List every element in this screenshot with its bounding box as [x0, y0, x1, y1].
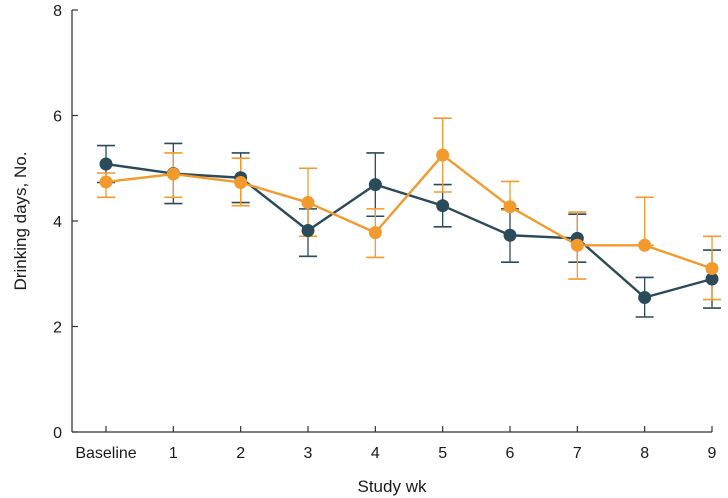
data-point — [570, 238, 584, 252]
y-ticks: 0 2 4 6 8 — [53, 3, 78, 442]
x-axis-title: Study wk — [358, 477, 427, 496]
x-tick-label: 6 — [506, 445, 515, 462]
series-line — [105, 153, 713, 270]
axes — [71, 10, 712, 433]
data-point — [436, 199, 450, 213]
data-point — [368, 226, 382, 240]
series-layer — [97, 117, 721, 318]
x-tick-label: 7 — [573, 445, 582, 462]
x-tick-label: 9 — [708, 445, 717, 462]
data-point — [301, 223, 315, 237]
error-bars-series-2 — [97, 117, 721, 301]
data-point — [301, 196, 315, 210]
data-point — [99, 157, 113, 171]
y-tick-label: 0 — [53, 425, 62, 442]
data-point — [638, 290, 652, 304]
points-series-2 — [99, 148, 719, 275]
line-series-1 — [105, 162, 713, 299]
y-axis-title: Drinking days, No. — [11, 152, 30, 291]
x-tick-label: Baseline — [75, 445, 136, 462]
data-point — [503, 200, 517, 214]
data-point — [436, 148, 450, 162]
y-tick-label: 6 — [53, 109, 62, 126]
y-tick-label: 4 — [53, 214, 62, 231]
data-point — [705, 261, 719, 275]
y-tick-label: 2 — [53, 320, 62, 337]
data-point — [638, 238, 652, 252]
error-bars-series-1 — [97, 142, 721, 318]
data-point — [705, 272, 719, 286]
data-point — [166, 167, 180, 181]
x-tick-label: 8 — [640, 445, 649, 462]
x-ticks: Baseline 1 2 3 4 5 6 7 8 9 — [75, 426, 717, 462]
x-tick-label: 2 — [236, 445, 245, 462]
x-tick-label: 3 — [304, 445, 313, 462]
line-series-2 — [105, 153, 713, 270]
x-tick-label: 1 — [169, 445, 178, 462]
x-tick-label: 5 — [438, 445, 447, 462]
data-point — [99, 175, 113, 189]
data-point — [234, 175, 248, 189]
data-point — [503, 228, 517, 242]
x-tick-label: 4 — [371, 445, 380, 462]
data-point — [368, 178, 382, 192]
series-line — [105, 162, 713, 299]
y-tick-label: 8 — [53, 3, 62, 20]
